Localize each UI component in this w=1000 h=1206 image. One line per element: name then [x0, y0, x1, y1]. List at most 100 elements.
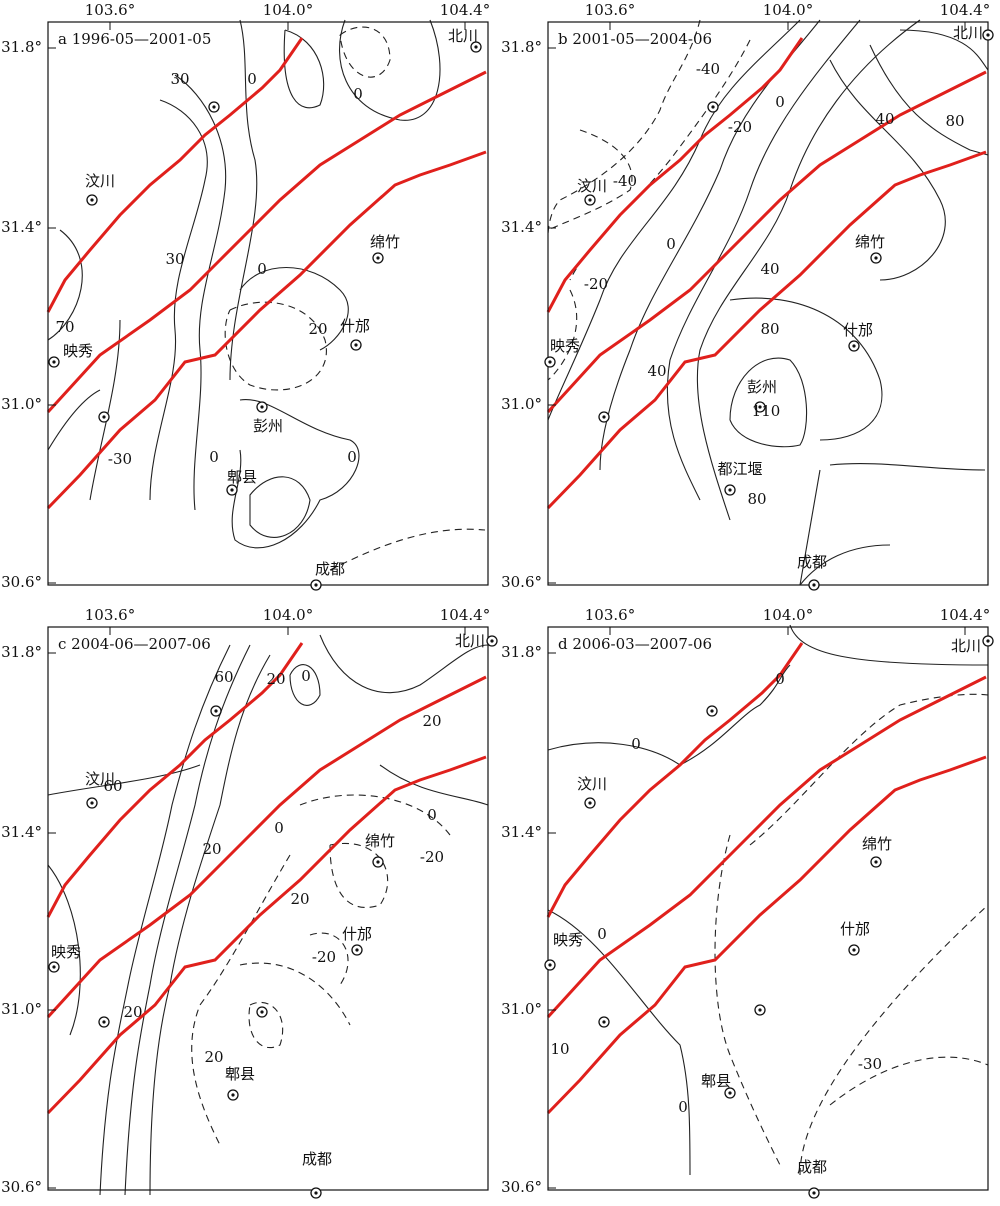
station-dot: [260, 1010, 264, 1014]
city-label: 北川: [951, 637, 981, 655]
contour-line: [89, 319, 121, 501]
contour-line: [47, 764, 201, 796]
contour-line: [149, 654, 271, 1196]
fault-lines: [46, 36, 488, 510]
station-dot: [728, 488, 732, 492]
city-label: 北川: [448, 27, 478, 45]
station-dot: [490, 639, 494, 643]
contour-line: [829, 59, 946, 281]
contour-label: 40: [760, 260, 779, 278]
contour-line: [47, 864, 81, 1036]
y-tick-label: 31.4°: [1, 823, 42, 841]
contour-line-negative: [248, 1001, 284, 1048]
panel-frame: [547, 626, 989, 1191]
contour-label: -20: [584, 275, 608, 293]
panel-frame: [47, 626, 489, 1191]
contour-label: 0: [274, 819, 284, 837]
contour-line-negative: [224, 301, 327, 391]
city-label: 都江堰: [717, 460, 762, 478]
city-label: 映秀: [51, 943, 81, 961]
contour-label: 110: [752, 402, 781, 420]
city-label: 绵竹: [855, 233, 885, 251]
x-tick-label: 104.4°: [940, 606, 990, 624]
contour-line: [547, 909, 691, 1176]
x-tick-label: 104.4°: [940, 1, 990, 19]
x-tick-label: 103.6°: [85, 606, 135, 624]
contour-line: [899, 29, 989, 71]
contour-label: 20: [266, 670, 285, 688]
city-label: 汶川: [85, 770, 115, 788]
station-dot: [376, 256, 380, 260]
city-label: 映秀: [63, 342, 93, 360]
contour-line: [799, 544, 891, 586]
contour-line-negative: [299, 794, 451, 836]
city-label: 绵竹: [365, 832, 395, 850]
map-panel: 103.6° 104.0° 104.4° 31.8° 31.4° 31.0° 30.6° d …: [501, 606, 994, 1199]
station-dot: [231, 1093, 235, 1097]
station-dot: [376, 860, 380, 864]
station-dot: [102, 1020, 106, 1024]
station-dot: [711, 105, 715, 109]
contour-line-negative: [329, 528, 486, 571]
station-dot: [758, 405, 762, 409]
contour-label: 60: [103, 777, 122, 795]
x-tick-label: 104.0°: [263, 606, 313, 624]
panel-title: b 2001-05—2004-06: [558, 30, 712, 48]
fault-lines: [546, 641, 988, 1115]
y-tick-label: 31.0°: [501, 1000, 542, 1018]
map-panel: 103.6° 104.0° 104.4° 31.8° 31.4° 31.0° 30.6° b …: [501, 1, 994, 591]
panel-title: a 1996-05—2001-05: [58, 30, 211, 48]
city-label: 成都: [302, 1150, 332, 1168]
contour-line: [174, 74, 227, 511]
contour-label: -20: [728, 118, 752, 136]
station-dot: [214, 709, 218, 713]
contour-line-negative: [714, 834, 781, 1166]
city-label: 汶川: [577, 775, 607, 793]
city-label: 绵竹: [862, 835, 892, 853]
panel-title: d 2006-03—2007-06: [558, 635, 712, 653]
y-tick-label: 31.0°: [501, 395, 542, 413]
contour-line: [547, 19, 801, 421]
station-dot: [986, 33, 990, 37]
city-label: 什邡: [342, 925, 372, 943]
station-dot: [354, 343, 358, 347]
station-dot: [874, 860, 878, 864]
station-dot: [812, 583, 816, 587]
y-tick-label: 31.4°: [501, 823, 542, 841]
contour-line: [239, 266, 349, 351]
city-label: 成都: [315, 560, 345, 578]
contour-line: [47, 389, 101, 451]
contour-label: -20: [420, 848, 444, 866]
y-tick-label: 30.6°: [501, 573, 542, 591]
contour-line: [547, 664, 791, 766]
contour-label: 30: [165, 250, 184, 268]
station-dot: [728, 1091, 732, 1095]
contour-line: [696, 19, 921, 521]
city-label: 什邡: [340, 317, 370, 335]
city-label: 什邡: [840, 920, 870, 938]
contour-line: [799, 469, 821, 586]
station-dot: [90, 198, 94, 202]
station-dot: [52, 360, 56, 364]
contour-label: -30: [858, 1055, 882, 1073]
x-tick-label: 104.4°: [440, 606, 490, 624]
city-label: 彭州: [747, 378, 777, 396]
contour-line: [829, 463, 986, 471]
contour-line: [289, 664, 321, 706]
station-dot: [314, 583, 318, 587]
contour-line: [729, 297, 883, 441]
fault-lines: [46, 641, 488, 1115]
contour-label: 0: [666, 235, 676, 253]
city-label: 北川: [455, 632, 485, 650]
map-panel: 103.6° 104.0° 104.4° 31.8° 31.4° 31.0° 30.6° a …: [1, 1, 490, 591]
contour-line-negative: [547, 19, 701, 236]
contour-label: 20: [202, 840, 221, 858]
station-dot: [355, 948, 359, 952]
contour-label: 0: [247, 70, 257, 88]
contour-label: 80: [760, 320, 779, 338]
city-label: 郫县: [227, 468, 257, 486]
station-dot: [710, 709, 714, 713]
station-dot: [102, 415, 106, 419]
station-dot: [874, 256, 878, 260]
contour-label: -40: [613, 172, 637, 190]
